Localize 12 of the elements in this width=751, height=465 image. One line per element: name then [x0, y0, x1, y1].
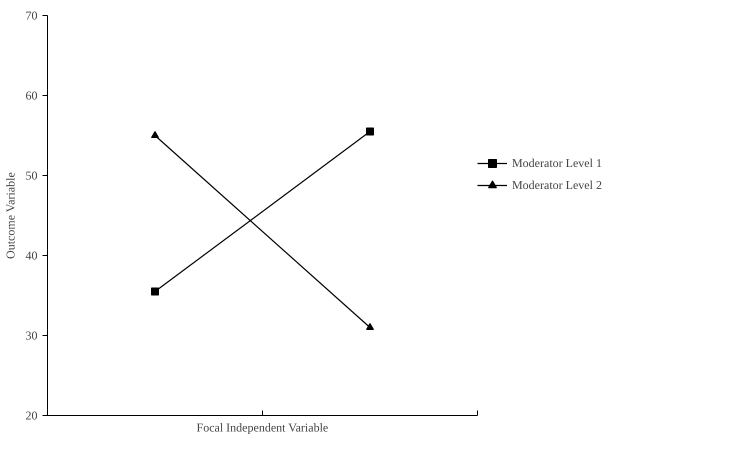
y-tick-label: 60	[26, 88, 38, 102]
y-axis-title: Outcome Variable	[4, 172, 18, 259]
x-axis-title: Focal Independent Variable	[196, 420, 328, 434]
point	[366, 128, 374, 136]
legend-label: Moderator Level 1	[512, 156, 602, 170]
y-tick-label: 40	[26, 248, 38, 262]
y-tick-label: 20	[26, 408, 38, 422]
y-tick-label: 50	[26, 168, 38, 182]
y-tick-label: 30	[26, 328, 38, 342]
y-tick-label: 70	[26, 8, 38, 22]
legend-label: Moderator Level 2	[512, 178, 602, 192]
point	[151, 288, 159, 296]
